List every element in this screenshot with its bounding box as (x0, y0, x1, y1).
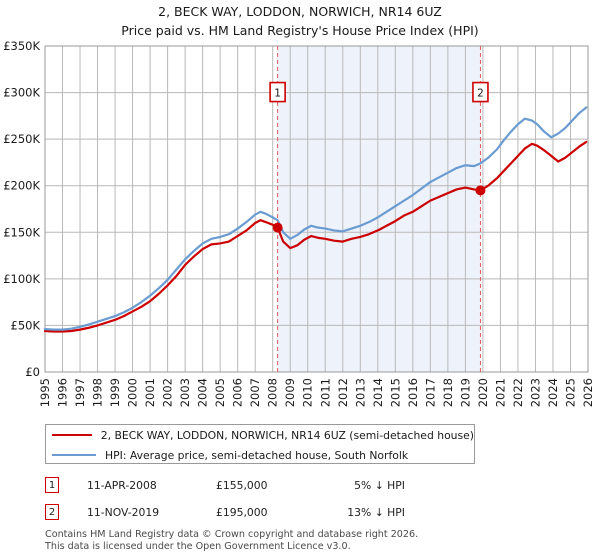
transaction-delta-2: 13% ↓ HPI (347, 505, 405, 519)
marker-label-box[interactable] (269, 81, 286, 103)
x-axis-tick-label: 2021 (493, 378, 507, 407)
chart-plot-area: £0 £50K £100K £150K £200K £250K £300K £350K 1995… (3, 39, 595, 407)
x-axis-tick-label: 2022 (511, 378, 525, 407)
x-axis-tick-label: 2012 (336, 378, 350, 407)
x-axis-tick-label: 2016 (406, 378, 420, 407)
series-line-price-paid (43, 140, 588, 333)
x-axis-tick-label: 2000 (126, 378, 140, 407)
x-axis-tick-label: 2002 (161, 378, 175, 407)
x-axis-tick-label: 2014 (371, 378, 385, 407)
transaction-price-1: £155,000 (216, 478, 268, 492)
footer-attribution: Contains HM Land Registry data © Crown c… (45, 529, 565, 552)
x-axis-tick-label: 2001 (143, 378, 157, 407)
x-axis-tick-label: 1996 (56, 378, 70, 407)
page-title: 2, BECK WAY, LODDON, NORWICH, NR14 6UZ (158, 4, 442, 19)
y-axis-tick-label: £250K (3, 132, 40, 146)
legend-label-price-paid: 2, BECK WAY, LODDON, NORWICH, NR14 6UZ (… (100, 428, 474, 442)
x-axis-tick-label: 2013 (353, 378, 367, 407)
legend-swatch-hpi (52, 454, 96, 456)
x-axis-tick-label: 2017 (423, 378, 437, 407)
legend-item-price-paid: 2, BECK WAY, LODDON, NORWICH, NR14 6UZ (… (46, 425, 474, 445)
transaction-badge-2: 2 (45, 504, 59, 520)
x-axis-tick-label: 2008 (266, 378, 280, 407)
x-axis-tick-label: 2025 (563, 378, 577, 407)
chart-subtitle: Price paid vs. HM Land Registry's House … (121, 23, 479, 38)
highlight-band (277, 46, 481, 372)
plot-border (44, 45, 589, 373)
y-axis-tick-label: £0 (25, 365, 40, 379)
sale-point-marker[interactable] (475, 185, 486, 196)
x-axis-tick-label: 2019 (458, 378, 472, 407)
footer-line-2: This data is licensed under the Open Gov… (45, 540, 351, 552)
transaction-delta-1: 5% ↓ HPI (354, 478, 405, 492)
x-axis-tick-label: 1997 (73, 378, 87, 407)
x-axis-tick-label: 2010 (301, 378, 315, 407)
x-axis-tick-label: 2024 (546, 378, 560, 407)
series-line-hpi (43, 106, 588, 331)
x-axis-tick-label: 1995 (38, 378, 52, 407)
legend-label-hpi: HPI: Average price, semi-detached house,… (105, 448, 409, 462)
x-axis-tick-label: 2011 (318, 378, 332, 407)
transaction-row-2[interactable]: 2 11-NOV-2019 £195,000 13% ↓ HPI (45, 501, 445, 523)
x-axis-tick-label: 2015 (388, 378, 402, 407)
x-axis-tick-label: 2006 (231, 378, 245, 407)
x-axis-tick-label: 2018 (441, 378, 455, 407)
transaction-badge-1: 1 (45, 477, 59, 493)
transaction-date-1: 11-APR-2008 (87, 478, 157, 492)
footer-line-1: Contains HM Land Registry data © Crown c… (45, 529, 419, 540)
y-axis-tick-label: £300K (3, 86, 40, 100)
x-axis-tick-label: 2009 (283, 378, 297, 407)
y-axis-tick-label: £50K (11, 318, 41, 332)
y-axis-tick-label: £150K (3, 225, 40, 239)
transaction-row-1[interactable]: 1 11-APR-2008 £155,000 5% ↓ HPI (45, 474, 445, 496)
x-axis-tick-label: 2005 (213, 378, 227, 407)
marker-label-number: 2 (477, 88, 484, 100)
x-axis-tick-label: 1999 (108, 378, 122, 407)
marker-label-box[interactable] (472, 81, 489, 103)
sale-point-marker[interactable] (272, 222, 283, 233)
transaction-date-2: 11-NOV-2019 (87, 505, 160, 519)
y-axis-tick-label: £350K (3, 39, 40, 53)
y-axis-tick-label: £200K (3, 179, 40, 193)
x-axis-tick-label: 2020 (476, 378, 490, 407)
x-axis-tick-label: 1998 (91, 378, 105, 407)
transaction-price-2: £195,000 (216, 505, 268, 519)
legend-item-hpi: HPI: Average price, semi-detached house,… (46, 445, 474, 465)
x-axis-tick-label: 2003 (178, 378, 192, 407)
chart-legend: 2, BECK WAY, LODDON, NORWICH, NR14 6UZ (… (45, 424, 475, 464)
x-axis-tick-label: 2007 (248, 378, 262, 407)
y-axis-tick-label: £100K (3, 272, 40, 286)
marker-label-number: 1 (274, 88, 281, 100)
chart-title-block: 2, BECK WAY, LODDON, NORWICH, NR14 6UZ P… (0, 2, 600, 40)
x-axis-tick-label: 2026 (581, 378, 595, 407)
legend-swatch-price-paid (52, 434, 92, 436)
x-axis-tick-label: 2004 (196, 378, 210, 407)
x-axis-tick-label: 2023 (528, 378, 542, 407)
